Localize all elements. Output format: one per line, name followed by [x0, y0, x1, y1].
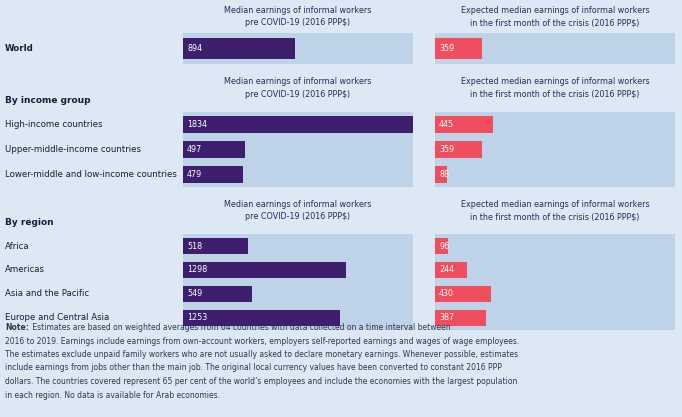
Text: 1298: 1298 — [187, 266, 207, 274]
Text: 497: 497 — [187, 145, 203, 154]
Text: Median earnings of informal workers
pre COVID-19 (2016 PPP$): Median earnings of informal workers pre … — [224, 6, 372, 27]
Text: By region: By region — [5, 218, 54, 227]
Bar — [183, 258, 413, 282]
Bar — [435, 137, 675, 162]
Bar — [183, 238, 248, 254]
Text: Median earnings of informal workers
pre COVID-19 (2016 PPP$): Median earnings of informal workers pre … — [224, 200, 372, 221]
Text: 479: 479 — [187, 170, 203, 179]
Bar — [435, 112, 675, 137]
Bar — [435, 286, 491, 302]
Text: Estimates are based on weighted averages from 64 countries with data collected o: Estimates are based on weighted averages… — [30, 323, 451, 332]
Bar — [435, 234, 675, 258]
Text: 2016 to 2019. Earnings include earnings from own-account workers, employers self: 2016 to 2019. Earnings include earnings … — [5, 337, 519, 346]
Bar — [435, 116, 493, 133]
Bar — [183, 33, 413, 64]
Text: The estimates exclude unpaid family workers who are not usually asked to declare: The estimates exclude unpaid family work… — [5, 350, 518, 359]
Text: 88: 88 — [439, 170, 449, 179]
Bar — [435, 141, 482, 158]
Bar — [435, 306, 675, 330]
Bar — [435, 33, 675, 64]
Text: Europe and Central Asia: Europe and Central Asia — [5, 314, 109, 322]
Text: 244: 244 — [439, 266, 454, 274]
Text: in each region. No data is available for Arab economies.: in each region. No data is available for… — [5, 390, 220, 399]
Bar — [183, 38, 295, 59]
Bar — [435, 162, 675, 187]
Text: 359: 359 — [439, 44, 454, 53]
Bar — [183, 310, 340, 326]
Text: By income group: By income group — [5, 95, 91, 105]
Bar — [435, 38, 482, 59]
Text: Lower-middle and low-income countries: Lower-middle and low-income countries — [5, 170, 177, 179]
Text: 430: 430 — [439, 289, 454, 299]
Bar — [435, 258, 675, 282]
Text: 96: 96 — [439, 241, 449, 251]
Text: 387: 387 — [439, 314, 454, 322]
Bar — [183, 112, 413, 137]
Bar — [183, 282, 413, 306]
Bar — [183, 116, 413, 133]
Bar — [183, 286, 252, 302]
Text: Median earnings of informal workers
pre COVID-19 (2016 PPP$): Median earnings of informal workers pre … — [224, 77, 372, 99]
Text: 1834: 1834 — [187, 120, 207, 129]
Bar — [183, 166, 243, 183]
Text: 549: 549 — [187, 289, 203, 299]
Bar — [183, 306, 413, 330]
Bar — [183, 234, 413, 258]
Bar — [435, 166, 447, 183]
Bar — [183, 141, 246, 158]
Text: World: World — [5, 44, 33, 53]
Text: Asia and the Pacific: Asia and the Pacific — [5, 289, 89, 299]
Bar — [183, 262, 346, 278]
Text: High-income countries: High-income countries — [5, 120, 102, 129]
Text: Americas: Americas — [5, 266, 45, 274]
Text: 445: 445 — [439, 120, 454, 129]
Text: include earnings from jobs other than the main job. The original local currency : include earnings from jobs other than th… — [5, 364, 502, 372]
Bar — [183, 137, 413, 162]
Bar — [435, 238, 447, 254]
Bar — [435, 282, 675, 306]
Text: Expected median earnings of informal workers
in the first month of the crisis (2: Expected median earnings of informal wor… — [460, 200, 649, 221]
Text: 894: 894 — [187, 44, 202, 53]
Text: 518: 518 — [187, 241, 202, 251]
Bar — [435, 310, 486, 326]
Text: Note:: Note: — [5, 323, 29, 332]
Text: 359: 359 — [439, 145, 454, 154]
Text: Africa: Africa — [5, 241, 29, 251]
Bar — [183, 162, 413, 187]
Text: dollars. The countries covered represent 65 per cent of the world’s employees an: dollars. The countries covered represent… — [5, 377, 518, 386]
Text: Expected median earnings of informal workers
in the first month of the crisis (2: Expected median earnings of informal wor… — [460, 6, 649, 27]
Text: Expected median earnings of informal workers
in the first month of the crisis (2: Expected median earnings of informal wor… — [460, 77, 649, 99]
Bar — [435, 262, 467, 278]
Text: 1253: 1253 — [187, 314, 207, 322]
Text: Upper-middle-income countries: Upper-middle-income countries — [5, 145, 141, 154]
